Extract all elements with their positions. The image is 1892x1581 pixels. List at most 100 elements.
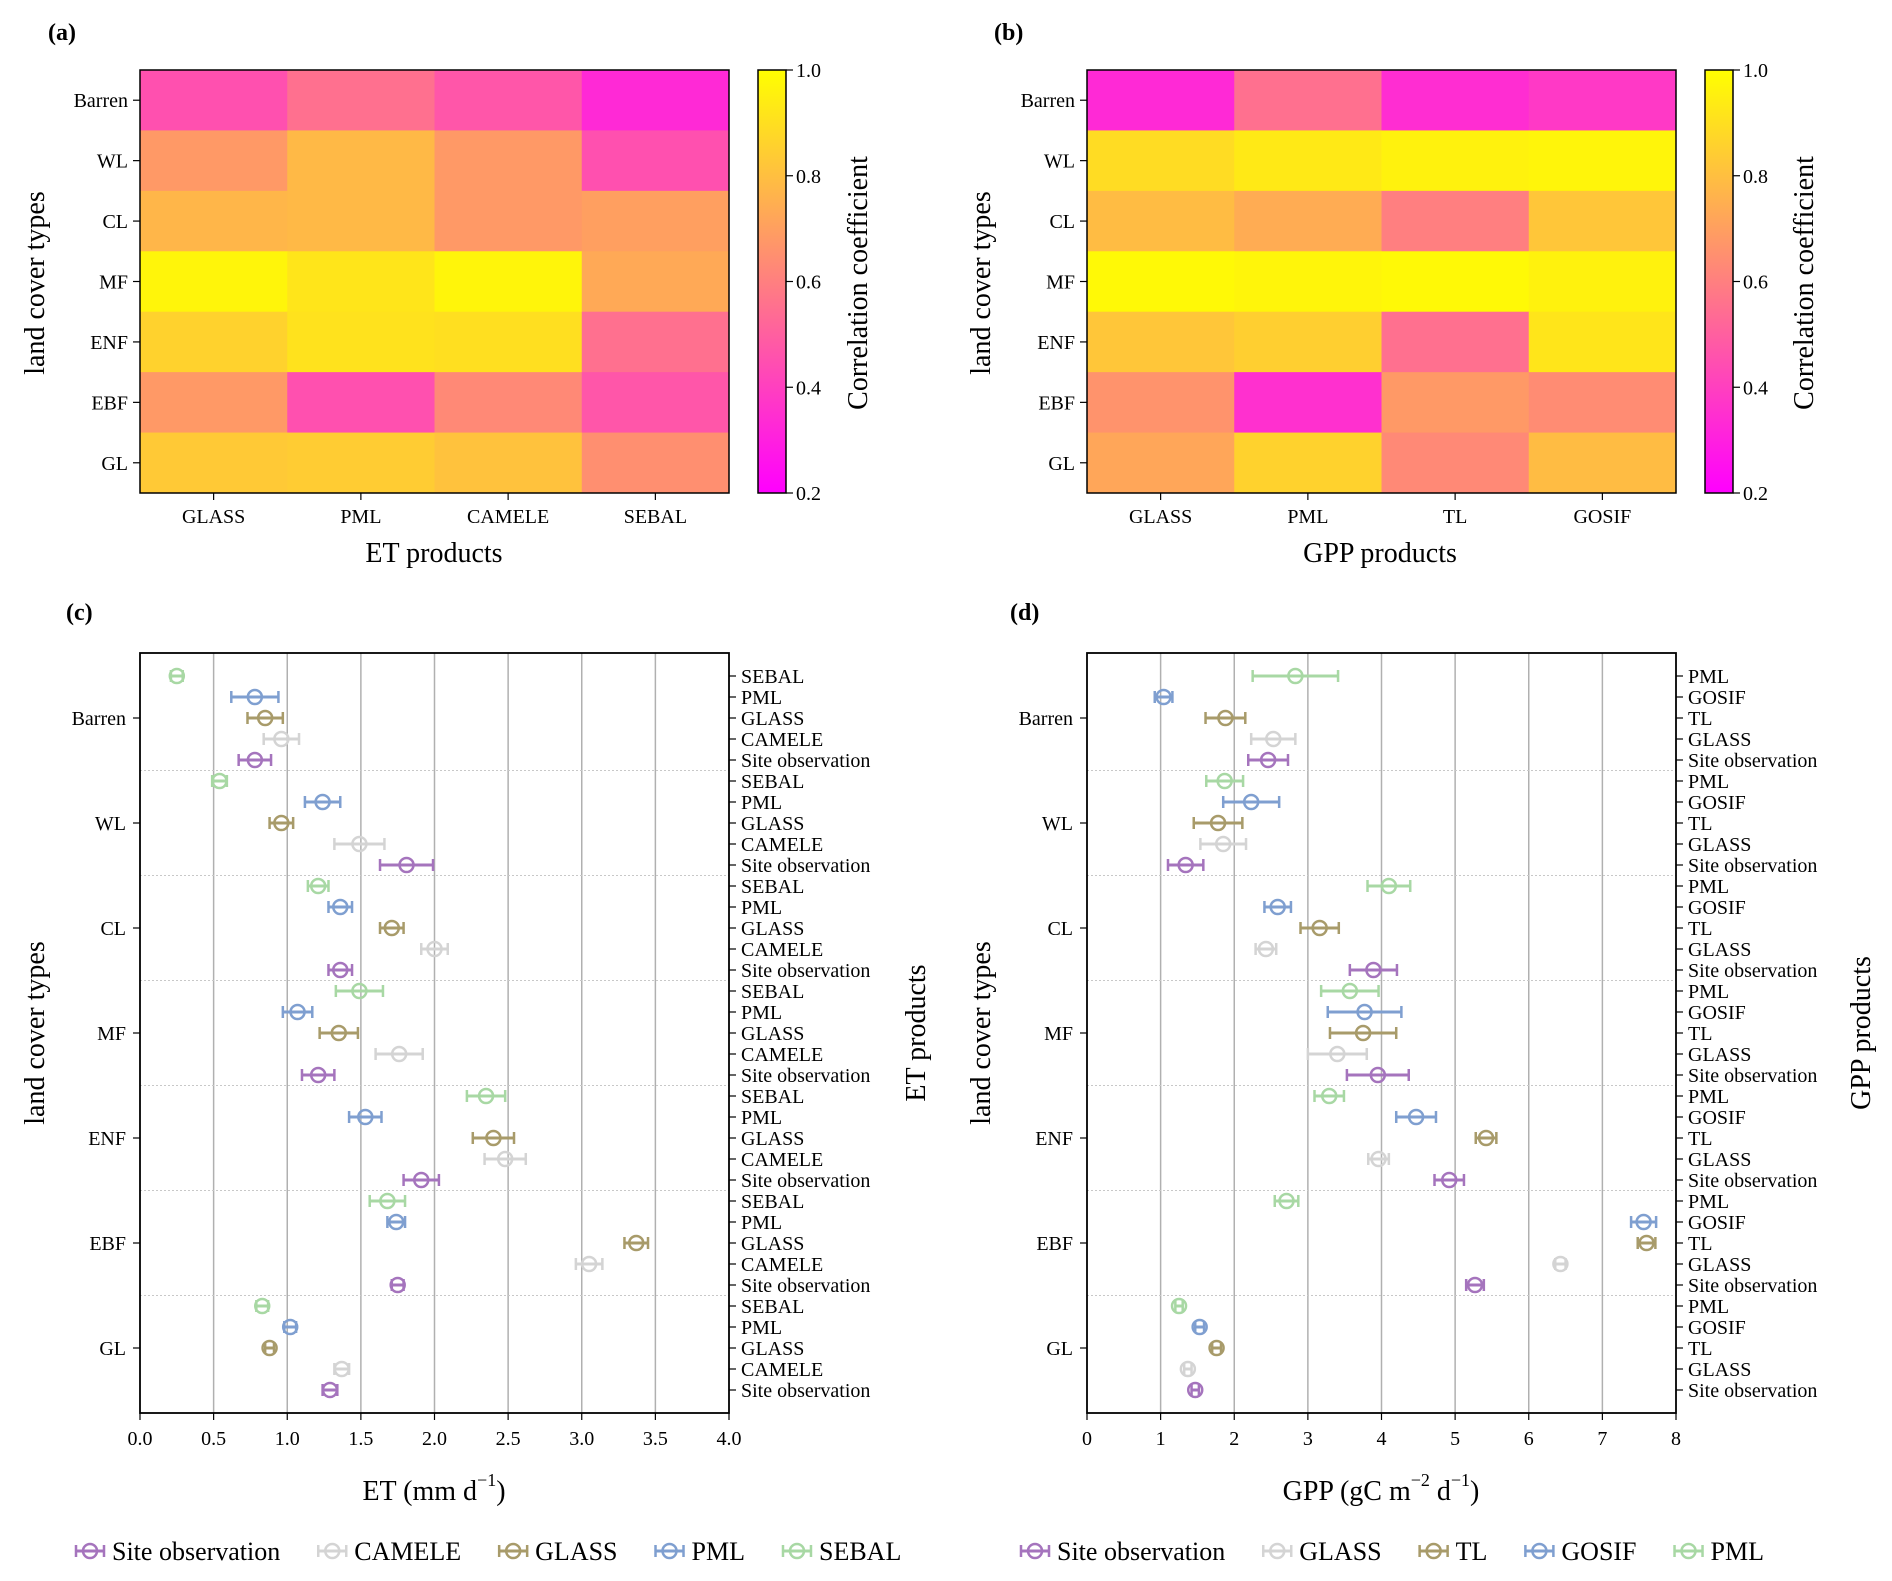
- left-y-tick-label: EBF: [89, 1233, 126, 1255]
- right-y-tick-label: Site observation: [741, 1170, 870, 1192]
- right-y-tick-label: GOSIF: [1688, 1107, 1746, 1129]
- y-tick-label: EBF: [91, 392, 128, 414]
- right-y-tick-label: Site observation: [741, 1380, 870, 1402]
- right-y-tick-label: SEBAL: [741, 876, 804, 898]
- errorbar-point-wl-glass: [268, 814, 295, 832]
- errorbar-d-xlabel: GPP (gC m−2 d−1): [1283, 1470, 1480, 1507]
- errorbar-point-ebf-site-observation: [389, 1276, 406, 1294]
- errorbar-point-gl-pml: [281, 1318, 299, 1336]
- legend-item-camele: CAMELE: [317, 1537, 461, 1566]
- errorbar-marker: [496, 1150, 514, 1168]
- legend-marker-icon: [1680, 1542, 1697, 1560]
- heatmap-cell-barren-pml: [287, 70, 435, 131]
- right-y-tick-label: SEBAL: [741, 981, 804, 1003]
- errorbar-marker: [1214, 835, 1232, 853]
- legend-marker-icon: [788, 1542, 806, 1560]
- right-y-tick-label: Site observation: [741, 750, 870, 772]
- errorbar-marker: [261, 1339, 278, 1357]
- errorbar-point-mf-site-observation: [300, 1066, 336, 1084]
- left-y-tick-label: ENF: [1035, 1128, 1073, 1150]
- y-tick-label: Barren: [1021, 90, 1075, 112]
- x-tick-label: 1: [1156, 1428, 1166, 1450]
- right-y-tick-label: Site observation: [1688, 1275, 1817, 1297]
- errorbar-marker: [1278, 1192, 1295, 1210]
- heatmap-cell-cl-tl: [1381, 190, 1530, 252]
- right-y-tick-label: GLASS: [741, 1023, 804, 1045]
- right-y-tick-label: TL: [1688, 1338, 1712, 1360]
- heatmap-cell-ebf-tl: [1381, 372, 1530, 434]
- errorbar-point-gl-pml: [1170, 1297, 1188, 1315]
- errorbar-point-ebf-tl: [1636, 1234, 1657, 1252]
- right-y-tick-label: Site observation: [1688, 1380, 1817, 1402]
- heatmap-cell-mf-pml: [287, 251, 435, 313]
- legend-label: PML: [692, 1537, 745, 1566]
- colorbar-tick-label: 0.6: [1743, 272, 1768, 294]
- colorbar-a: 0.2 0.4 0.6 0.8 1.0: [757, 60, 821, 505]
- errorbar-marker: [1242, 793, 1260, 811]
- errorbar-point-cl-pml: [1366, 877, 1412, 895]
- errorbar-marker: [412, 1171, 430, 1189]
- heatmap-cell-barren-glass: [140, 70, 288, 131]
- errorbar-marker: [1341, 982, 1359, 1000]
- legend-marker-icon: [1425, 1542, 1442, 1560]
- right-y-tick-label: Site observation: [741, 1065, 870, 1087]
- errorbar-marker: [1329, 1045, 1346, 1063]
- right-y-tick-label: GLASS: [741, 708, 804, 730]
- errorbar-marker: [1370, 1150, 1387, 1168]
- errorbar-marker: [246, 688, 264, 706]
- colorbar-b: 0.2 0.4 0.6 0.8 1.0: [1704, 60, 1768, 505]
- errorbar-marker: [253, 1297, 271, 1315]
- heatmap-cell-cl-pml: [1234, 190, 1382, 252]
- colorbar-tick-label: 1.0: [1743, 60, 1768, 82]
- errorbar-marker: [1265, 730, 1282, 748]
- errorbar-marker: [168, 667, 186, 685]
- errorbar-point-gl-site-observation: [321, 1381, 339, 1399]
- heatmap-cell-enf-gosif: [1528, 311, 1677, 373]
- right-y-tick-label: PML: [1688, 771, 1729, 793]
- errorbar-marker: [273, 814, 290, 832]
- errorbar-point-barren-pml: [230, 688, 280, 706]
- errorbar-marker: [314, 793, 331, 811]
- heatmap-cell-barren-camele: [434, 70, 583, 131]
- errorbar-point-mf-glass: [1306, 1045, 1369, 1063]
- errorbar-marker: [1170, 1297, 1188, 1315]
- heatmap-cell-mf-camele: [434, 251, 583, 313]
- y-tick-label: ENF: [90, 332, 128, 354]
- right-y-tick-label: PML: [1688, 1191, 1729, 1213]
- legend-label: Site observation: [112, 1537, 280, 1566]
- errorbar-marker: [1209, 814, 1227, 832]
- legend-item-sebal: SEBAL: [781, 1537, 901, 1566]
- y-tick-label: CL: [102, 211, 128, 233]
- errorbar-point-mf-glass: [318, 1024, 360, 1042]
- legend-item-gosif: GOSIF: [1524, 1537, 1637, 1566]
- errorbar-marker: [1635, 1213, 1652, 1231]
- right-y-tick-label: GLASS: [1688, 834, 1751, 856]
- x-tick-label: 2.5: [496, 1428, 521, 1450]
- errorbar-point-barren-tl: [1204, 709, 1247, 727]
- errorbar-point-cl-gosif: [1263, 898, 1293, 916]
- left-y-tick-label: CL: [100, 918, 126, 940]
- right-y-tick-label: PML: [741, 897, 782, 919]
- errorbar-point-gl-gosif: [1191, 1318, 1208, 1336]
- right-y-tick-label: GLASS: [741, 1233, 804, 1255]
- left-y-tick-label: GL: [99, 1338, 126, 1360]
- heatmap-b: Barren WL CL MF ENF EBF GL GLASS PML TL GOSIF: [1021, 69, 1677, 528]
- errorbar-point-gl-sebal: [253, 1297, 271, 1315]
- right-y-tick-label: PML: [1688, 981, 1729, 1003]
- errorbar-marker: [256, 709, 274, 727]
- heatmap-cell-barren-pml: [1234, 70, 1382, 131]
- right-y-tick-label: CAMELE: [741, 834, 823, 856]
- y-tick-label: WL: [1044, 151, 1075, 173]
- errorbar-marker: [1440, 1171, 1458, 1189]
- right-y-tick-label: GLASS: [1688, 1044, 1751, 1066]
- errorbar-point-gl-site-observation: [1186, 1381, 1204, 1399]
- x-tick-label: 0.0: [128, 1428, 153, 1450]
- colorbar-tick-label: 0.8: [1743, 166, 1768, 188]
- errorbar-point-cl-pml: [327, 898, 354, 916]
- right-y-tick-label: TL: [1688, 1128, 1712, 1150]
- x-tick-label: 0.5: [201, 1428, 226, 1450]
- right-y-tick-label: PML: [1688, 1296, 1729, 1318]
- heatmap-cell-enf-pml: [1234, 311, 1382, 373]
- heatmap-cell-wl-sebal: [581, 130, 730, 192]
